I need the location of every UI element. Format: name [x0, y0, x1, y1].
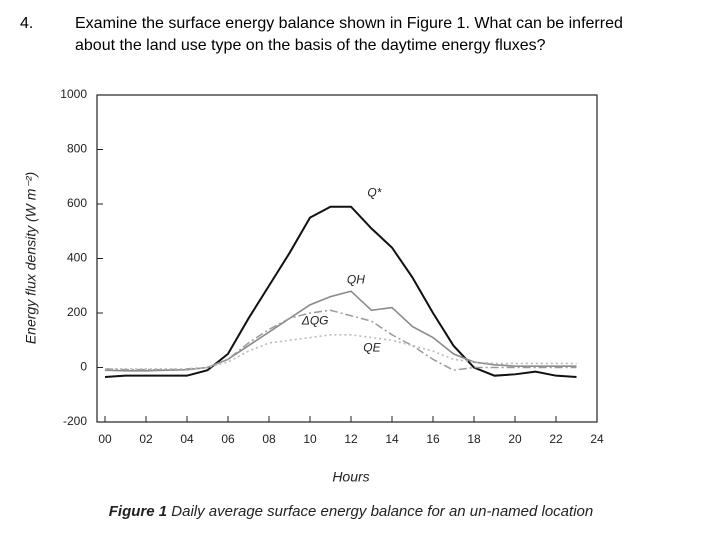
x-tick-label: 18: [467, 432, 481, 446]
x-tick-label: 16: [426, 432, 440, 446]
y-tick-label: 800: [67, 142, 87, 156]
series-label: ΔQG: [301, 313, 329, 327]
x-tick-label: 04: [180, 432, 194, 446]
y-tick-label: 400: [67, 251, 87, 265]
x-tick-label: 08: [262, 432, 276, 446]
y-tick-label: 0: [80, 360, 87, 374]
series-label: Q*: [367, 185, 381, 199]
caption-text: Daily average surface energy balance for…: [167, 503, 593, 520]
x-tick-label: 10: [303, 432, 317, 446]
question-number: 4.: [20, 15, 33, 32]
x-tick-label: 22: [549, 432, 563, 446]
series-line: [105, 334, 577, 370]
series-label: QE: [363, 341, 381, 355]
caption-label: Figure 1: [109, 503, 167, 520]
x-tick-label: 20: [508, 432, 522, 446]
x-tick-label: 06: [221, 432, 235, 446]
x-tick-label: 02: [139, 432, 153, 446]
x-tick-label: 14: [385, 432, 399, 446]
x-tick-label: 12: [344, 432, 358, 446]
y-tick-label: 600: [67, 196, 87, 210]
y-tick-label: 1000: [60, 87, 87, 101]
y-tick-label: -200: [63, 414, 87, 428]
series-label: QH: [347, 272, 365, 286]
x-axis-label: Hours: [332, 469, 369, 485]
y-axis-label: Energy flux density (W m⁻²): [23, 172, 39, 344]
caption: Figure 1 Daily average surface energy ba…: [109, 503, 593, 520]
x-tick-label: 00: [98, 432, 112, 446]
y-tick-label: 200: [67, 305, 87, 319]
series-line: [104, 309, 577, 372]
series-line: [104, 205, 577, 379]
question-line: Examine the surface energy balance shown…: [75, 15, 623, 32]
x-tick-label: 24: [590, 432, 604, 446]
question-line: about the land use type on the basis of …: [75, 37, 546, 54]
series-line: [104, 290, 577, 372]
